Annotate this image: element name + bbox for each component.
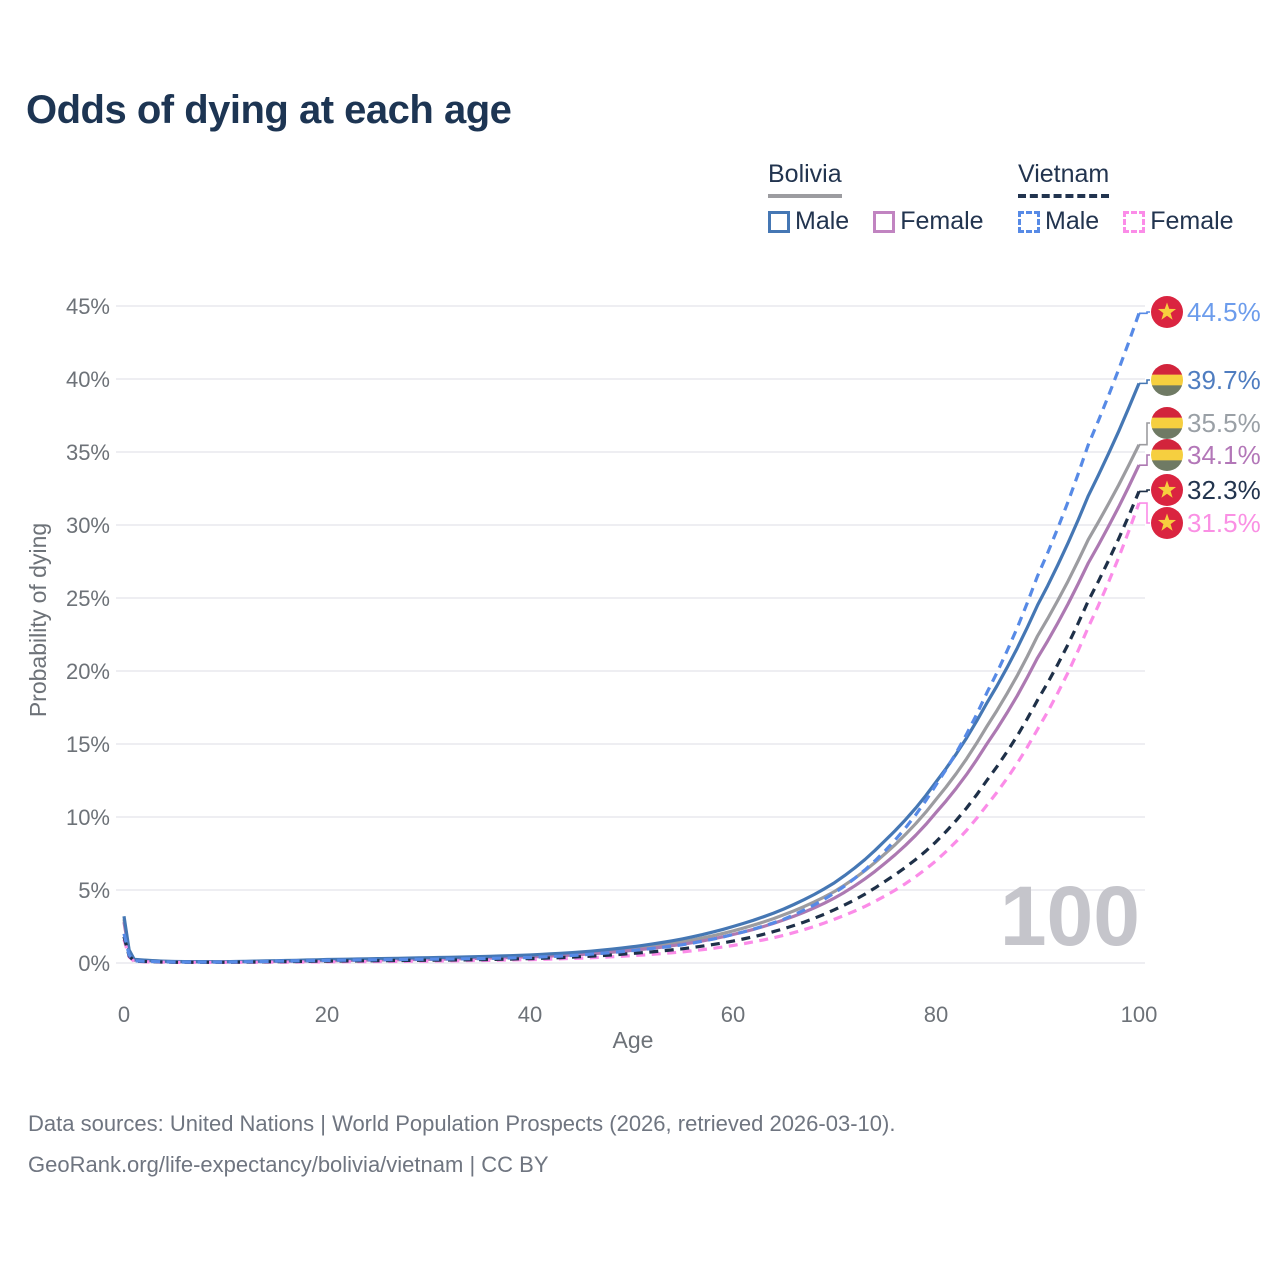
legend: Bolivia Male Female Vietnam Male [0,160,1280,240]
y-axis-title: Probability of dying [25,523,51,717]
legend-group-bolivia: Bolivia Male Female [768,160,1008,236]
y-tick-label: 25% [66,586,110,611]
flag-bolivia-icon [1151,439,1183,471]
legend-group-vietnam: Vietnam Male Female [1018,160,1258,236]
end-value-label-bolivia-male: 39.7% [1187,365,1261,395]
label-connector [1139,422,1150,446]
label-connector [1139,454,1150,466]
legend-label-vietnam-female: Female [1150,207,1234,235]
flag-vietnam-icon [1151,474,1183,506]
legend-label-bolivia-female: Female [900,207,984,235]
end-value-label-vietnam-female: 31.5% [1187,508,1261,538]
x-tick-label: 60 [721,1002,745,1027]
y-tick-label: 20% [66,659,110,684]
legend-row-vietnam: Male Female [1018,207,1258,236]
legend-item-vietnam-male[interactable]: Male [1018,207,1099,236]
x-axis-title: Age [613,1027,654,1053]
y-tick-label: 45% [66,294,110,319]
flag-bolivia-icon [1151,407,1183,439]
vietnam-female-line-swatch-icon [1123,210,1146,233]
legend-label-bolivia-male: Male [795,207,850,235]
end-value-label-vietnam-male: 44.5% [1187,297,1261,327]
end-value-label-bolivia-female: 34.1% [1187,440,1261,470]
series-line-bolivia-female [122,464,1141,964]
y-tick-label: 10% [66,805,110,830]
footer-line-attribution: GeoRank.org/life-expectancy/bolivia/viet… [28,1152,549,1177]
legend-item-bolivia-female[interactable]: Female [873,207,984,236]
series-line-vietnam-female [122,502,1141,964]
end-value-label-bolivia-both: 35.5% [1187,408,1261,438]
end-value-label-vietnam-both: 32.3% [1187,475,1261,505]
legend-label-vietnam-male: Male [1045,207,1100,235]
legend-country-bolivia[interactable]: Bolivia [768,160,842,198]
y-tick-label: 15% [66,732,110,757]
footer-line-sources: Data sources: United Nations | World Pop… [28,1111,896,1136]
series-line-bolivia-male [122,382,1141,964]
page-title: Odds of dying at each age [26,88,512,132]
label-connector [1139,379,1150,385]
x-tick-label: 100 [1121,1002,1158,1027]
legend-item-bolivia-male[interactable]: Male [768,207,849,236]
flag-vietnam-icon [1151,507,1183,539]
bolivia-female-line-swatch-icon [873,210,896,233]
y-tick-label: 35% [66,440,110,465]
y-tick-label: 30% [66,513,110,538]
x-tick-label: 0 [118,1002,130,1027]
label-connector [1139,489,1150,493]
data-sources-footer: Data sources: United Nations | World Pop… [28,1103,895,1185]
legend-item-vietnam-female[interactable]: Female [1123,207,1234,236]
x-tick-label: 80 [924,1002,948,1027]
flag-bolivia-icon [1151,364,1183,396]
flag-vietnam-icon [1151,296,1183,328]
y-tick-label: 40% [66,367,110,392]
x-tick-label: 40 [518,1002,542,1027]
series-line-vietnam-male [122,312,1141,964]
legend-row-bolivia: Male Female [768,207,1008,236]
age-counter-watermark: 100 [1000,869,1140,963]
y-tick-label: 0% [78,951,110,976]
label-connector [1139,311,1150,315]
vietnam-male-line-swatch-icon [1018,210,1040,233]
x-tick-label: 20 [315,1002,339,1027]
y-tick-label: 5% [78,878,110,903]
bolivia-male-line-swatch-icon [768,210,790,233]
legend-country-vietnam[interactable]: Vietnam [1018,160,1110,198]
label-connector [1139,502,1150,524]
series-line-vietnam-both [122,490,1141,964]
